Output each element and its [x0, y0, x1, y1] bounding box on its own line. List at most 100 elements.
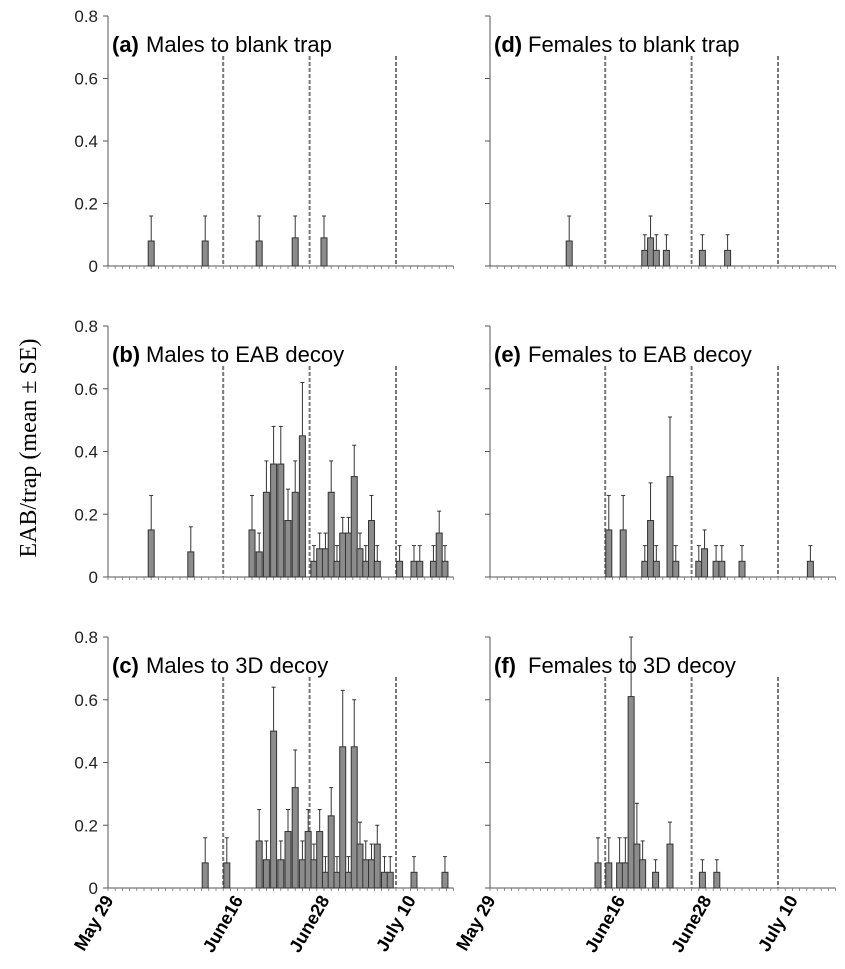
bar [223, 862, 231, 889]
bar [652, 871, 660, 889]
bar [248, 529, 256, 578]
bar [712, 560, 720, 578]
bar [262, 859, 270, 889]
y-tick-label: 0.4 [74, 132, 98, 151]
bar [270, 730, 278, 889]
bar [410, 560, 418, 578]
bar [284, 520, 292, 578]
bar [605, 529, 613, 578]
bar [386, 871, 394, 889]
bar [321, 871, 329, 889]
panels-group: 00.20.40.60.8(a) Males to blank trap00.20… [70, 7, 836, 956]
bar [201, 240, 209, 267]
bar [666, 843, 674, 889]
y-axis-title: EAB/trap (mean ± SE) [16, 338, 42, 557]
bar [647, 520, 655, 578]
x-date-label: May 29 [452, 892, 499, 954]
bar [639, 859, 647, 889]
bar [435, 532, 443, 578]
panel-b: 0 0.2 0.4 0.6 0.8 (b) Males to EAB decoy [74, 317, 455, 587]
y-tick-label: 0.8 [74, 317, 98, 336]
bar [284, 831, 292, 889]
bar [565, 240, 573, 267]
panel-letter: (f) [494, 653, 516, 678]
bar [310, 859, 318, 889]
x-date-label: June16 [581, 892, 629, 956]
bar [316, 831, 324, 889]
bar [350, 746, 358, 889]
bar [652, 560, 660, 578]
y-tick-label: 0.8 [74, 628, 98, 647]
bar [339, 532, 347, 578]
panel-letter: (a) [112, 32, 139, 57]
bar [594, 862, 602, 889]
x-date-label: May 29 [70, 892, 117, 954]
bar [698, 871, 706, 889]
bar [320, 237, 328, 267]
bar [270, 463, 278, 578]
bar [652, 249, 660, 267]
bar [298, 435, 306, 578]
panel-letter: (e) [494, 342, 521, 367]
panel-d: (d) Females to blank trap [485, 15, 836, 269]
y-tick-label: 0.6 [74, 70, 98, 89]
panel-e: (e) Females to EAB decoy [485, 325, 836, 580]
bar [362, 859, 370, 889]
bar [701, 548, 709, 578]
bar [356, 548, 364, 578]
bar [310, 560, 318, 578]
y-tick-label: 0.6 [74, 380, 98, 399]
bar [396, 560, 404, 578]
bar [187, 551, 195, 578]
bar [695, 560, 703, 578]
bar [362, 560, 370, 578]
panel-a: 0 0.2 0.4 0.6 0.8 (a) Males to blank trap [74, 7, 455, 276]
bar [718, 560, 726, 578]
bar [662, 249, 670, 267]
bar [262, 491, 270, 578]
bar [298, 859, 306, 889]
x-date-label: July 10 [372, 892, 420, 955]
panel-letter: (d) [494, 32, 522, 57]
bar [619, 529, 627, 578]
bar [350, 476, 358, 578]
panel-f: (f) Females to 3D decoy May 29 June16 June28… [452, 636, 836, 956]
y-tick-label: 0.2 [74, 816, 98, 835]
bar [344, 532, 352, 578]
panel-title: Males to blank trap [146, 32, 332, 57]
x-date-label: July 10 [754, 892, 802, 955]
bar [410, 871, 418, 889]
bar [255, 551, 263, 578]
bar [641, 560, 649, 578]
bar [356, 843, 364, 889]
bar [647, 237, 655, 267]
bar [605, 862, 613, 889]
bar [327, 491, 335, 578]
bar [738, 560, 746, 578]
bar [201, 862, 209, 889]
bar [616, 862, 624, 889]
bar [713, 871, 721, 889]
y-tick-label: 0.4 [74, 754, 98, 773]
bar [633, 843, 641, 889]
bar [627, 696, 635, 889]
bar [416, 560, 424, 578]
panel-title: Females to blank trap [528, 32, 740, 57]
bar [321, 548, 329, 578]
bar [255, 840, 263, 889]
bar [368, 520, 376, 578]
panel-title: Males to 3D decoy [146, 653, 328, 678]
bar [373, 843, 381, 889]
bar [368, 859, 376, 889]
y-tick-label: 0.2 [74, 195, 98, 214]
bar [441, 560, 449, 578]
y-tick-label: 0.2 [74, 505, 98, 524]
bar [147, 240, 155, 267]
bar [304, 831, 312, 889]
y-tick-label: 0.8 [74, 7, 98, 26]
y-tick-label: 0.6 [74, 691, 98, 710]
panel-letter: (c) [112, 653, 139, 678]
bar [277, 463, 285, 578]
panel-letter: (b) [112, 342, 140, 367]
